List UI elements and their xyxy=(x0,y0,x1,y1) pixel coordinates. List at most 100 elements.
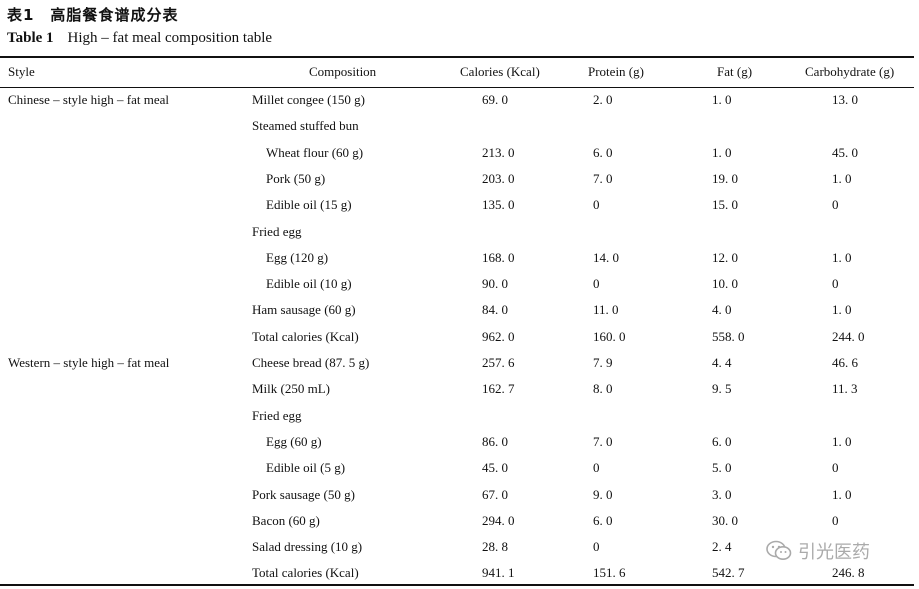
row-calories: 135. 0 xyxy=(482,197,515,212)
row-protein: 0 xyxy=(593,276,600,291)
row-protein: 0 xyxy=(593,460,600,475)
row-protein: 0 xyxy=(593,539,600,554)
row-composition: Bacon (60 g) xyxy=(252,513,320,528)
row-style: Chinese – style high – fat meal xyxy=(8,92,170,107)
table-caption-chinese: 表1 高脂餐食谱成分表 xyxy=(7,6,179,24)
row-carbohydrate: 244. 0 xyxy=(832,329,865,344)
header-protein: Protein (g) xyxy=(588,64,644,79)
row-carbohydrate: 0 xyxy=(832,513,839,528)
row-carbohydrate: 1. 0 xyxy=(832,487,852,502)
row-calories: 69. 0 xyxy=(482,92,508,107)
row-carbohydrate: 1. 0 xyxy=(832,171,852,186)
row-composition: Wheat flour (60 g) xyxy=(266,145,364,160)
row-protein: 151. 6 xyxy=(593,565,626,580)
row-fat: 1. 0 xyxy=(712,145,732,160)
row-composition: Fried egg xyxy=(252,224,302,239)
row-composition: Edible oil (15 g) xyxy=(266,197,352,212)
row-composition: Pork sausage (50 g) xyxy=(252,487,355,502)
row-protein: 14. 0 xyxy=(593,250,619,265)
wechat-icon xyxy=(766,540,792,562)
row-fat: 1. 0 xyxy=(712,92,732,107)
row-fat: 15. 0 xyxy=(712,197,738,212)
row-fat: 542. 7 xyxy=(712,565,745,580)
row-fat: 6. 0 xyxy=(712,434,732,449)
table-header-rule xyxy=(0,87,914,88)
row-fat: 2. 4 xyxy=(712,539,732,554)
row-composition: Total calories (Kcal) xyxy=(252,565,359,580)
table-number: Table 1 xyxy=(7,30,54,46)
header-calories: Calories (Kcal) xyxy=(460,64,540,79)
row-calories: 67. 0 xyxy=(482,487,508,502)
row-fat: 19. 0 xyxy=(712,171,738,186)
row-style: Western – style high – fat meal xyxy=(8,355,170,370)
row-fat: 30. 0 xyxy=(712,513,738,528)
row-carbohydrate: 46. 6 xyxy=(832,355,858,370)
row-composition: Edible oil (5 g) xyxy=(266,460,346,475)
row-composition: Ham sausage (60 g) xyxy=(252,302,356,317)
row-composition: Egg (60 g) xyxy=(266,434,322,449)
row-calories: 84. 0 xyxy=(482,302,508,317)
row-protein: 2. 0 xyxy=(593,92,613,107)
row-protein: 7. 9 xyxy=(593,355,613,370)
row-fat: 9. 5 xyxy=(712,381,732,396)
row-carbohydrate: 13. 0 xyxy=(832,92,858,107)
row-carbohydrate: 0 xyxy=(832,276,839,291)
row-protein: 9. 0 xyxy=(593,487,613,502)
header-fat: Fat (g) xyxy=(717,64,753,79)
row-composition: Steamed stuffed bun xyxy=(252,118,359,133)
row-fat: 4. 4 xyxy=(712,355,732,370)
row-carbohydrate: 0 xyxy=(832,197,839,212)
row-carbohydrate: 1. 0 xyxy=(832,434,852,449)
row-calories: 203. 0 xyxy=(482,171,515,186)
row-carbohydrate: 1. 0 xyxy=(832,302,852,317)
row-composition: Fried egg xyxy=(252,408,302,423)
header-composition: Composition xyxy=(309,64,377,79)
row-protein: 6. 0 xyxy=(593,145,613,160)
row-protein: 160. 0 xyxy=(593,329,626,344)
row-fat: 10. 0 xyxy=(712,276,738,291)
row-protein: 6. 0 xyxy=(593,513,613,528)
row-composition: Total calories (Kcal) xyxy=(252,329,359,344)
row-fat: 558. 0 xyxy=(712,329,745,344)
row-calories: 28. 8 xyxy=(482,539,508,554)
row-calories: 162. 7 xyxy=(482,381,515,396)
table-title: High – fat meal composition table xyxy=(67,30,273,46)
row-composition: Millet congee (150 g) xyxy=(252,92,365,107)
row-composition: Cheese bread (87. 5 g) xyxy=(252,355,370,370)
row-carbohydrate: 11. 3 xyxy=(832,381,858,396)
row-calories: 168. 0 xyxy=(482,250,515,265)
row-fat: 5. 0 xyxy=(712,460,732,475)
row-carbohydrate: 246. 8 xyxy=(832,565,865,580)
row-calories: 90. 0 xyxy=(482,276,508,291)
row-calories: 45. 0 xyxy=(482,460,508,475)
row-protein: 11. 0 xyxy=(593,302,619,317)
row-protein: 8. 0 xyxy=(593,381,613,396)
header-style: Style xyxy=(8,64,35,79)
row-fat: 4. 0 xyxy=(712,302,732,317)
row-composition: Egg (120 g) xyxy=(266,250,329,265)
table-bottom-rule xyxy=(0,584,914,586)
row-calories: 257. 6 xyxy=(482,355,515,370)
row-calories: 941. 1 xyxy=(482,565,515,580)
row-protein: 7. 0 xyxy=(593,434,613,449)
row-protein: 7. 0 xyxy=(593,171,613,186)
table-caption-english: Table 1 High – fat meal composition table xyxy=(7,30,272,47)
row-carbohydrate: 1. 0 xyxy=(832,250,852,265)
row-protein: 0 xyxy=(593,197,600,212)
row-carbohydrate: 0 xyxy=(832,460,839,475)
watermark: 引光医药 xyxy=(766,538,870,564)
row-calories: 213. 0 xyxy=(482,145,515,160)
table-top-rule xyxy=(0,56,914,58)
row-calories: 86. 0 xyxy=(482,434,508,449)
row-calories: 294. 0 xyxy=(482,513,515,528)
row-composition: Pork (50 g) xyxy=(266,171,326,186)
row-carbohydrate: 45. 0 xyxy=(832,145,858,160)
row-composition: Edible oil (10 g) xyxy=(266,276,352,291)
row-calories: 962. 0 xyxy=(482,329,515,344)
row-composition: Salad dressing (10 g) xyxy=(252,539,363,554)
header-carbohydrate: Carbohydrate (g) xyxy=(805,64,895,79)
watermark-text: 引光医药 xyxy=(798,542,870,563)
row-fat: 12. 0 xyxy=(712,250,738,265)
row-fat: 3. 0 xyxy=(712,487,732,502)
row-composition: Milk (250 mL) xyxy=(252,381,330,396)
